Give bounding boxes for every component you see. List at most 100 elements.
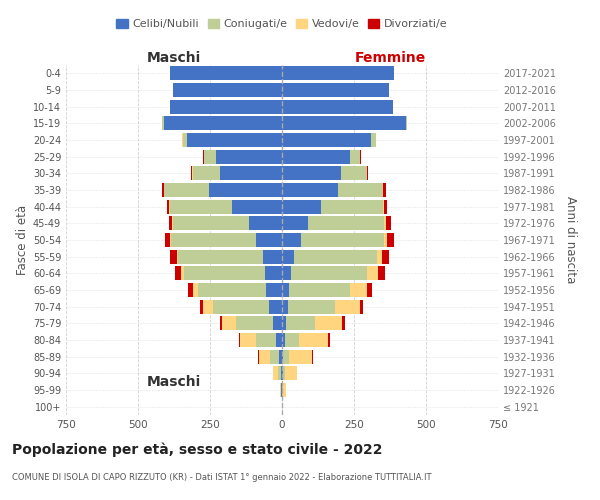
Bar — [193, 166, 220, 180]
Bar — [282, 216, 308, 230]
Bar — [184, 266, 265, 280]
Bar — [281, 366, 282, 380]
Bar — [177, 250, 178, 264]
Bar — [170, 250, 177, 264]
Bar — [188, 283, 193, 297]
Bar — [271, 350, 279, 364]
Bar — [256, 233, 282, 247]
Y-axis label: Fasce di età: Fasce di età — [16, 205, 29, 275]
Bar — [249, 216, 282, 230]
Bar — [274, 366, 278, 380]
Bar — [162, 183, 164, 197]
Bar — [203, 300, 213, 314]
Bar — [285, 366, 296, 380]
Bar — [367, 166, 368, 180]
Text: Popolazione per età, sesso e stato civile - 2022: Popolazione per età, sesso e stato civil… — [12, 442, 383, 457]
Bar — [299, 333, 328, 347]
Bar — [282, 233, 301, 247]
Bar — [282, 333, 285, 347]
Bar — [181, 266, 184, 280]
Bar — [276, 333, 282, 347]
Bar — [173, 216, 249, 230]
Bar — [178, 250, 263, 264]
Bar — [282, 283, 289, 297]
Bar — [216, 150, 282, 164]
Bar — [283, 350, 289, 364]
Bar — [338, 183, 383, 197]
Bar — [343, 316, 345, 330]
Bar — [173, 83, 282, 97]
Bar — [169, 216, 172, 230]
Bar — [282, 366, 283, 380]
Bar — [328, 333, 329, 347]
Bar — [377, 250, 382, 264]
Bar — [383, 200, 386, 214]
Bar — [282, 266, 290, 280]
Bar — [274, 316, 282, 330]
Bar — [259, 350, 271, 364]
Bar — [293, 250, 377, 264]
Bar — [232, 200, 282, 214]
Bar — [221, 316, 236, 330]
Bar — [256, 333, 276, 347]
Bar — [283, 383, 286, 397]
Bar — [321, 200, 383, 214]
Bar — [360, 300, 362, 314]
Bar — [285, 333, 299, 347]
Bar — [220, 166, 282, 180]
Bar — [286, 316, 315, 330]
Bar — [341, 166, 367, 180]
Bar — [282, 150, 350, 164]
Bar — [164, 116, 282, 130]
Text: Femmine: Femmine — [355, 51, 425, 65]
Bar — [383, 183, 386, 197]
Bar — [163, 116, 164, 130]
Bar — [187, 133, 282, 147]
Bar — [282, 183, 338, 197]
Bar — [209, 183, 282, 197]
Bar — [288, 300, 335, 314]
Bar — [315, 316, 343, 330]
Bar — [263, 250, 282, 264]
Bar — [382, 250, 389, 264]
Bar — [301, 233, 384, 247]
Text: Maschi: Maschi — [147, 51, 201, 65]
Bar — [265, 266, 282, 280]
Bar — [280, 383, 281, 397]
Bar — [199, 283, 266, 297]
Bar — [384, 233, 387, 247]
Bar — [167, 200, 169, 214]
Bar — [386, 216, 391, 230]
Bar — [170, 100, 282, 114]
Bar — [240, 333, 256, 347]
Bar — [170, 200, 232, 214]
Bar — [406, 116, 407, 130]
Bar — [350, 283, 367, 297]
Bar — [282, 200, 321, 214]
Text: COMUNE DI ISOLA DI CAPO RIZZUTO (KR) - Dati ISTAT 1° gennaio 2022 - Elaborazione: COMUNE DI ISOLA DI CAPO RIZZUTO (KR) - D… — [12, 472, 431, 482]
Bar — [220, 316, 221, 330]
Text: Maschi: Maschi — [147, 376, 201, 390]
Bar — [335, 300, 360, 314]
Y-axis label: Anni di nascita: Anni di nascita — [563, 196, 577, 284]
Bar — [282, 166, 341, 180]
Bar — [170, 233, 171, 247]
Bar — [282, 66, 394, 80]
Bar — [279, 350, 282, 364]
Bar — [350, 150, 360, 164]
Bar — [282, 300, 288, 314]
Bar — [282, 250, 293, 264]
Bar — [269, 300, 282, 314]
Bar — [289, 350, 312, 364]
Bar — [213, 300, 269, 314]
Bar — [367, 266, 379, 280]
Bar — [384, 216, 386, 230]
Bar — [289, 283, 350, 297]
Bar — [312, 350, 313, 364]
Bar — [283, 366, 285, 380]
Bar — [379, 266, 385, 280]
Bar — [182, 133, 187, 147]
Bar — [282, 133, 371, 147]
Bar — [308, 216, 384, 230]
Bar — [278, 366, 281, 380]
